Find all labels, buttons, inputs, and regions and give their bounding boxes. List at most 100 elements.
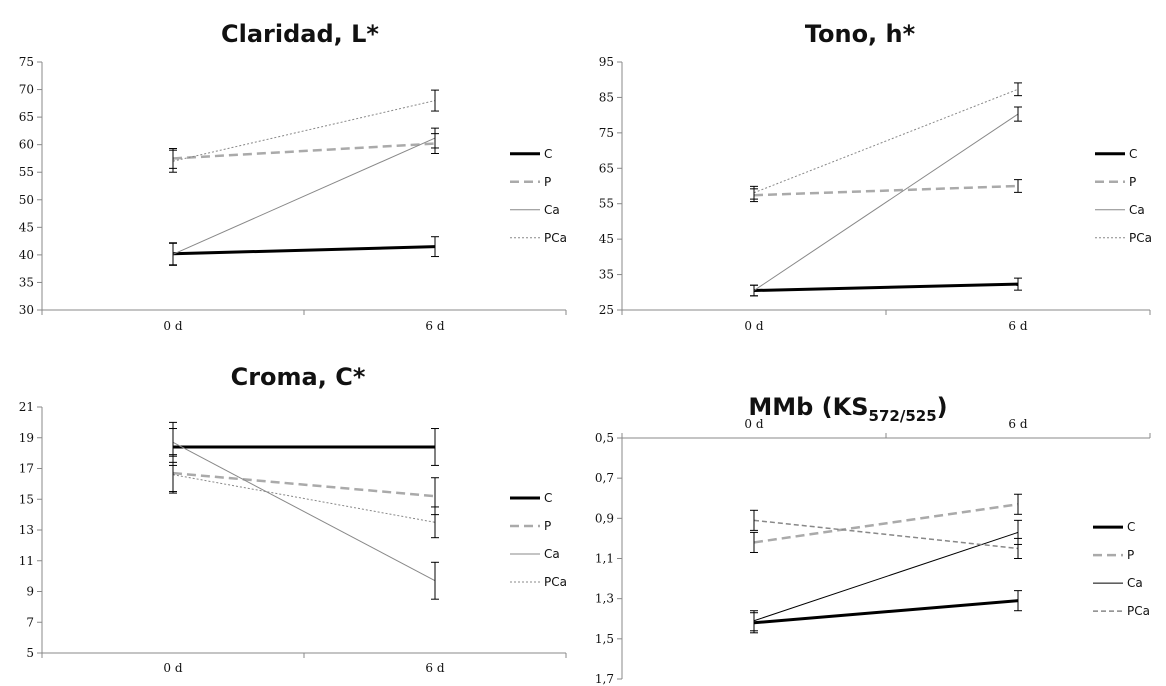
series-Ca bbox=[169, 421, 439, 600]
x-category-label: 0 d bbox=[163, 319, 182, 333]
y-tick-label: 1,1 bbox=[595, 552, 614, 566]
legend-label: P bbox=[1129, 175, 1136, 189]
y-tick-label: 35 bbox=[19, 275, 34, 289]
y-tick-label: 15 bbox=[19, 492, 34, 506]
y-tick-label: 0,9 bbox=[595, 511, 614, 525]
legend-label: C bbox=[544, 491, 552, 505]
series-PCa bbox=[169, 455, 439, 539]
legend-label: Ca bbox=[1129, 203, 1145, 217]
x-category-label: 0 d bbox=[744, 319, 763, 333]
y-tick-label: 35 bbox=[599, 268, 614, 282]
chart-title-subscript: 572/525 bbox=[869, 407, 937, 425]
y-tick-label: 1,5 bbox=[595, 632, 614, 646]
legend-label: P bbox=[544, 519, 551, 533]
y-tick-label: 19 bbox=[19, 431, 34, 445]
y-tick-label: 60 bbox=[19, 138, 34, 152]
chart-title-main: MMb (KS bbox=[748, 393, 868, 421]
chart-title-main: Tono, h* bbox=[805, 20, 916, 48]
y-tick-label: 17 bbox=[19, 462, 34, 476]
legend-label: Ca bbox=[1127, 576, 1143, 590]
y-tick-label: 13 bbox=[19, 523, 34, 537]
y-tick-label: 9 bbox=[26, 585, 34, 599]
series-line bbox=[172, 142, 436, 160]
legend-label: Ca bbox=[544, 547, 560, 561]
chart-title: Tono, h* bbox=[805, 20, 916, 48]
series-P bbox=[169, 133, 439, 169]
y-tick-label: 5 bbox=[26, 646, 34, 660]
series-line bbox=[172, 441, 436, 582]
series-C bbox=[169, 428, 439, 466]
x-category-label: 0 d bbox=[163, 661, 182, 675]
legend-label: P bbox=[544, 175, 551, 189]
y-tick-label: 1,7 bbox=[595, 672, 614, 686]
legend-label: C bbox=[1129, 147, 1137, 161]
series-line bbox=[172, 137, 436, 255]
y-tick-label: 0,7 bbox=[595, 471, 614, 485]
series-PCa bbox=[750, 82, 1022, 200]
legend-label: PCa bbox=[544, 575, 567, 589]
legend-label: PCa bbox=[1129, 231, 1152, 245]
y-tick-label: 75 bbox=[599, 126, 614, 140]
y-tick-label: 65 bbox=[19, 110, 34, 124]
legend-label: PCa bbox=[544, 231, 567, 245]
chart-title-tail: ) bbox=[937, 393, 948, 421]
series-C bbox=[169, 236, 439, 266]
x-category-label: 6 d bbox=[1008, 417, 1027, 431]
x-category-label: 6 d bbox=[425, 661, 444, 675]
y-tick-label: 45 bbox=[19, 220, 34, 234]
y-tick-label: 21 bbox=[19, 400, 34, 414]
y-tick-label: 1,3 bbox=[595, 592, 614, 606]
series-C bbox=[750, 590, 1022, 634]
x-category-label: 0 d bbox=[744, 417, 763, 431]
x-category-label: 6 d bbox=[1008, 319, 1027, 333]
series-line bbox=[753, 531, 1019, 622]
legend-label: C bbox=[544, 147, 552, 161]
series-Ca bbox=[750, 106, 1022, 297]
series-P bbox=[750, 493, 1022, 553]
y-tick-label: 95 bbox=[599, 55, 614, 69]
y-tick-label: 85 bbox=[599, 90, 614, 104]
y-tick-label: 25 bbox=[599, 303, 614, 317]
y-tick-label: 30 bbox=[19, 303, 34, 317]
y-tick-label: 7 bbox=[26, 615, 34, 629]
series-line bbox=[753, 519, 1019, 550]
chart-title-main: Claridad, L* bbox=[221, 20, 379, 48]
chart-panel-4: MMb (KS572/525) 0,5 0,7 0,9 1,1 1,3 1,5 1,7 0 d 6… bbox=[595, 393, 1151, 686]
legend-label: C bbox=[1127, 520, 1135, 534]
series-line bbox=[753, 113, 1019, 291]
legend-label: Ca bbox=[544, 203, 560, 217]
legend-label: P bbox=[1127, 548, 1134, 562]
series-line bbox=[753, 282, 1019, 293]
y-tick-label: 11 bbox=[19, 554, 34, 568]
series-line bbox=[753, 88, 1019, 194]
chart-title: Croma, C* bbox=[231, 363, 366, 391]
y-tick-label: 55 bbox=[19, 165, 34, 179]
y-tick-label: 45 bbox=[599, 232, 614, 246]
y-tick-label: 40 bbox=[19, 248, 34, 262]
series-line bbox=[172, 471, 436, 498]
y-tick-label: 0,5 bbox=[595, 431, 614, 445]
y-tick-label: 70 bbox=[19, 83, 34, 97]
chart-title-main: Croma, C* bbox=[231, 363, 366, 391]
y-tick-label: 50 bbox=[19, 193, 34, 207]
series-Ca bbox=[750, 519, 1022, 632]
series-C bbox=[750, 277, 1022, 297]
series-PCa bbox=[750, 509, 1022, 559]
series-P bbox=[169, 454, 439, 516]
series-line bbox=[753, 503, 1019, 544]
series-line bbox=[172, 245, 436, 256]
y-tick-label: 65 bbox=[599, 161, 614, 175]
series-Ca bbox=[169, 127, 439, 266]
chart-title: Claridad, L* bbox=[221, 20, 379, 48]
y-tick-label: 75 bbox=[19, 55, 34, 69]
legend-label: PCa bbox=[1127, 604, 1150, 618]
series-line bbox=[172, 474, 436, 523]
series-line bbox=[753, 599, 1019, 625]
y-tick-label: 55 bbox=[599, 197, 614, 211]
series-line bbox=[172, 100, 436, 162]
chart-title: MMb (KS572/525) bbox=[748, 393, 947, 425]
